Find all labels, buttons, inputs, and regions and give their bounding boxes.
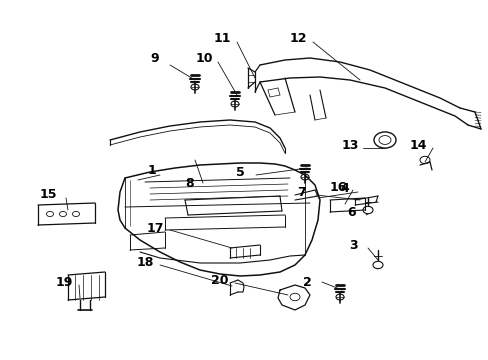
Text: 19: 19 xyxy=(55,276,73,289)
Text: 5: 5 xyxy=(235,166,244,179)
Text: 10: 10 xyxy=(195,51,212,64)
Text: 4: 4 xyxy=(340,181,348,194)
Text: 1: 1 xyxy=(147,163,156,176)
Text: 15: 15 xyxy=(39,189,57,202)
Text: 13: 13 xyxy=(341,139,358,152)
Text: 20: 20 xyxy=(211,274,228,287)
Text: 2: 2 xyxy=(302,275,311,288)
Text: 14: 14 xyxy=(408,139,426,152)
Text: 3: 3 xyxy=(349,239,358,252)
Text: 11: 11 xyxy=(213,32,230,45)
Text: 7: 7 xyxy=(297,185,306,198)
Text: 8: 8 xyxy=(185,176,194,189)
Text: 12: 12 xyxy=(289,32,306,45)
Text: 9: 9 xyxy=(150,51,159,64)
Text: 18: 18 xyxy=(136,256,153,270)
Text: 6: 6 xyxy=(347,206,356,219)
Text: 17: 17 xyxy=(146,221,163,234)
Text: 16: 16 xyxy=(328,180,346,194)
